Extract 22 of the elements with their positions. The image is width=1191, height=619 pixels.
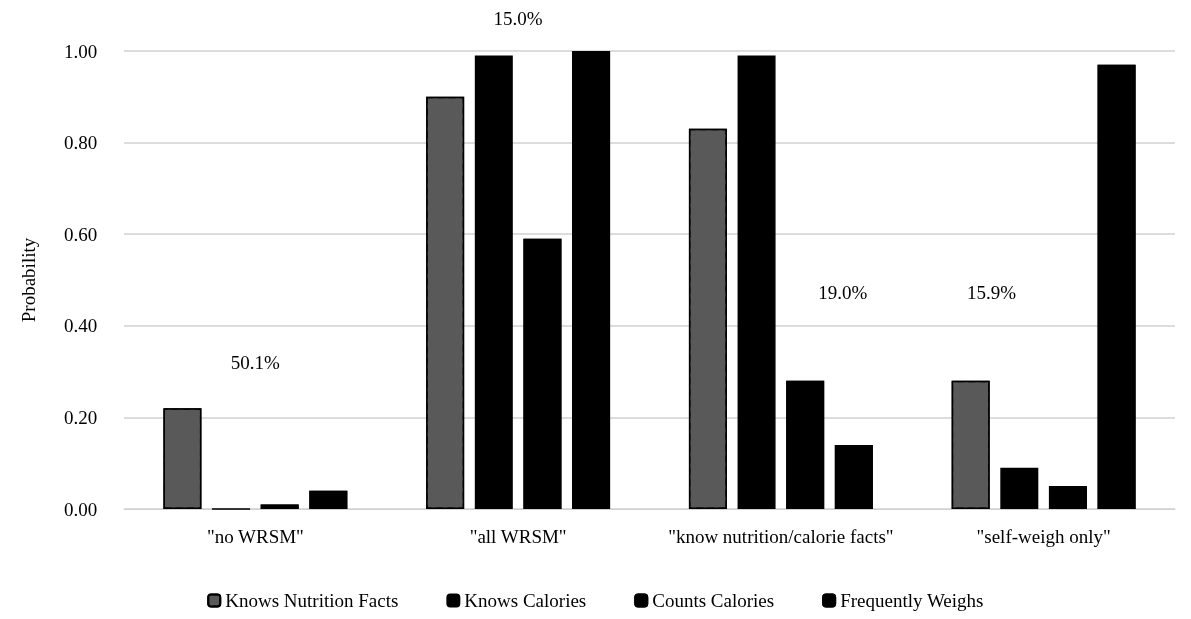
y-tick-label: 0.80 bbox=[64, 132, 98, 154]
y-axis-title: Probability bbox=[18, 237, 39, 323]
x-tick-label: "know nutrition/calorie facts" bbox=[668, 525, 894, 547]
text: 15.0% bbox=[493, 7, 543, 29]
annotation: 19.0% bbox=[818, 281, 868, 303]
annotation: 15.9% bbox=[967, 281, 1017, 303]
x-tick-label: "self-weigh only" bbox=[976, 525, 1111, 547]
bar bbox=[474, 55, 513, 509]
x-tick-label: "all WRSM" bbox=[469, 525, 567, 547]
x-tick-label: "no WRSM" bbox=[206, 525, 304, 547]
bar bbox=[737, 55, 776, 509]
annotation: 50.1% bbox=[230, 351, 281, 373]
legend-label: Counts Calories bbox=[652, 590, 775, 611]
y-tick-label: 0.60 bbox=[64, 223, 98, 245]
legend-label: Knows Nutrition Facts bbox=[225, 590, 399, 611]
y-tick-label: 0.20 bbox=[64, 406, 98, 428]
legend-label: Knows Calories bbox=[464, 590, 587, 611]
legend-label: Frequently Weighs bbox=[840, 590, 984, 611]
bar bbox=[1000, 467, 1039, 509]
y-tick-label: 0.40 bbox=[64, 315, 98, 337]
y-tick-label: 0.00 bbox=[64, 498, 98, 520]
y-tick-label: 1.00 bbox=[64, 40, 98, 62]
